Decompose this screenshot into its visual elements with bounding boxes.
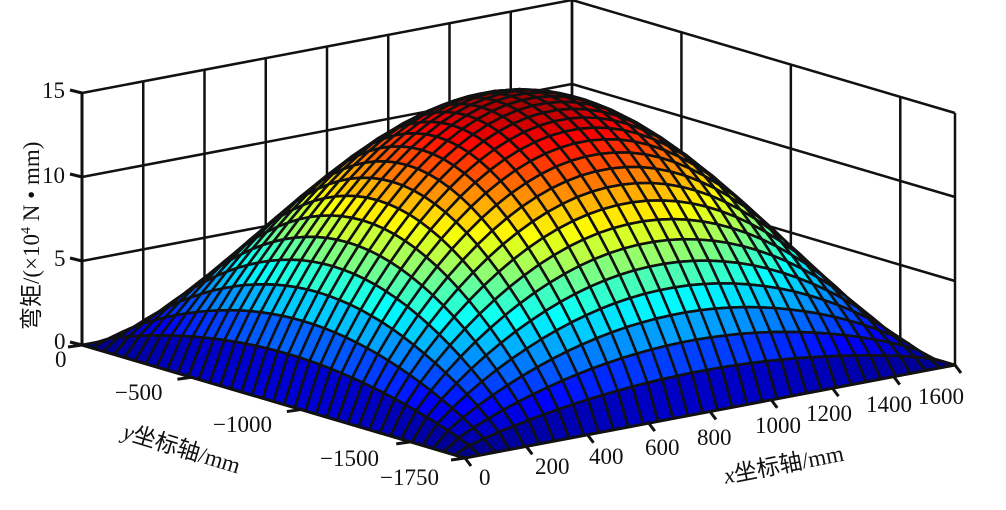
x-tick-800: 800 (697, 425, 732, 450)
y-tick-500: −500 (115, 380, 163, 405)
y-tick-1000: −1000 (213, 412, 272, 437)
y-tick-1750: −1750 (380, 465, 439, 490)
x-tick-1600: 1600 (918, 384, 964, 409)
front-axes (67, 343, 963, 467)
z-tick-0: 0 (54, 329, 66, 354)
x-tick-0: 0 (479, 465, 491, 490)
z-tick-10: 10 (42, 163, 65, 188)
x-tick-1400: 1400 (866, 392, 912, 417)
y-tick-1500: −1500 (320, 446, 379, 471)
y-tick-0: 0 (55, 347, 67, 372)
x-tick-200: 200 (535, 454, 570, 479)
x-tick-1000: 1000 (755, 413, 801, 438)
x-tick-1200: 1200 (806, 401, 852, 426)
x-tick-400: 400 (589, 444, 624, 469)
z-tick-15: 15 (42, 78, 65, 103)
z-tick-5: 5 (54, 246, 66, 271)
x-tick-600: 600 (645, 435, 680, 460)
z-axis-label: 弯矩/(×104 N • mm) (19, 141, 44, 330)
surface-mesh (80, 87, 957, 460)
